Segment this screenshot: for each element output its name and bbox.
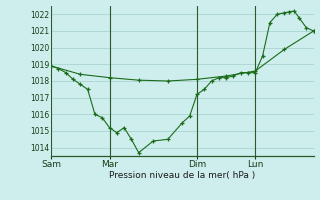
X-axis label: Pression niveau de la mer( hPa ): Pression niveau de la mer( hPa ) (109, 171, 256, 180)
